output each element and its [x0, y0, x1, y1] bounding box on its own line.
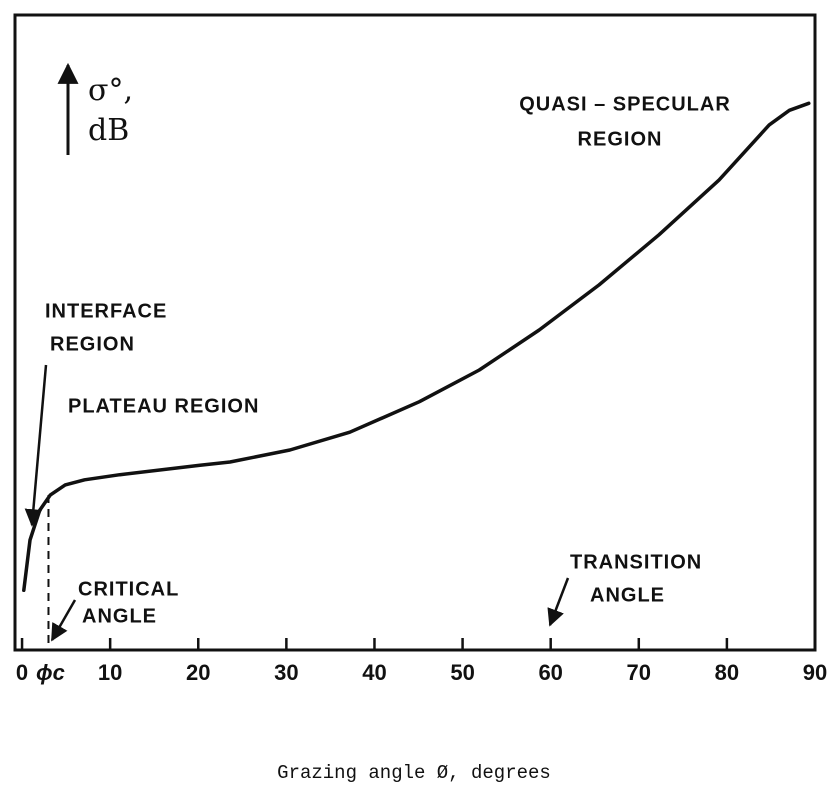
x-tick-label: 30: [274, 660, 298, 685]
annotation: PLATEAU REGION: [68, 395, 259, 417]
y-label: σ°,: [88, 73, 133, 108]
annotation: REGION: [50, 333, 135, 355]
annotation: REGION: [578, 128, 663, 150]
x-tick-label: 40: [362, 660, 386, 685]
plot-frame: [13, 13, 817, 652]
annotation: QUASI – SPECULAR: [519, 93, 731, 115]
curve: [22, 101, 811, 593]
annotation: INTERFACE: [45, 300, 167, 322]
pointer-arrow: [547, 577, 570, 627]
x-tick-label: ϕc: [36, 660, 65, 685]
x-tick-label: 50: [450, 660, 474, 685]
x-tick-label: 20: [186, 660, 210, 685]
x-tick-label: 0: [16, 660, 28, 685]
annotation: CRITICAL: [78, 578, 179, 600]
pointer-arrow: [24, 364, 48, 527]
annotation: TRANSITION: [570, 551, 702, 573]
x-tick-label: 60: [538, 660, 562, 685]
x-tick-label: 10: [98, 660, 122, 685]
x-tick-label: 80: [715, 660, 739, 685]
x-label: Grazing angle Ø, degrees: [277, 762, 551, 784]
y-label: dB: [88, 113, 129, 148]
annotation: ANGLE: [82, 605, 157, 627]
x-tick-label: 70: [627, 660, 651, 685]
pointer-arrow: [50, 599, 77, 642]
x-tick-label: 90: [803, 660, 827, 685]
annotation: ANGLE: [590, 584, 665, 606]
